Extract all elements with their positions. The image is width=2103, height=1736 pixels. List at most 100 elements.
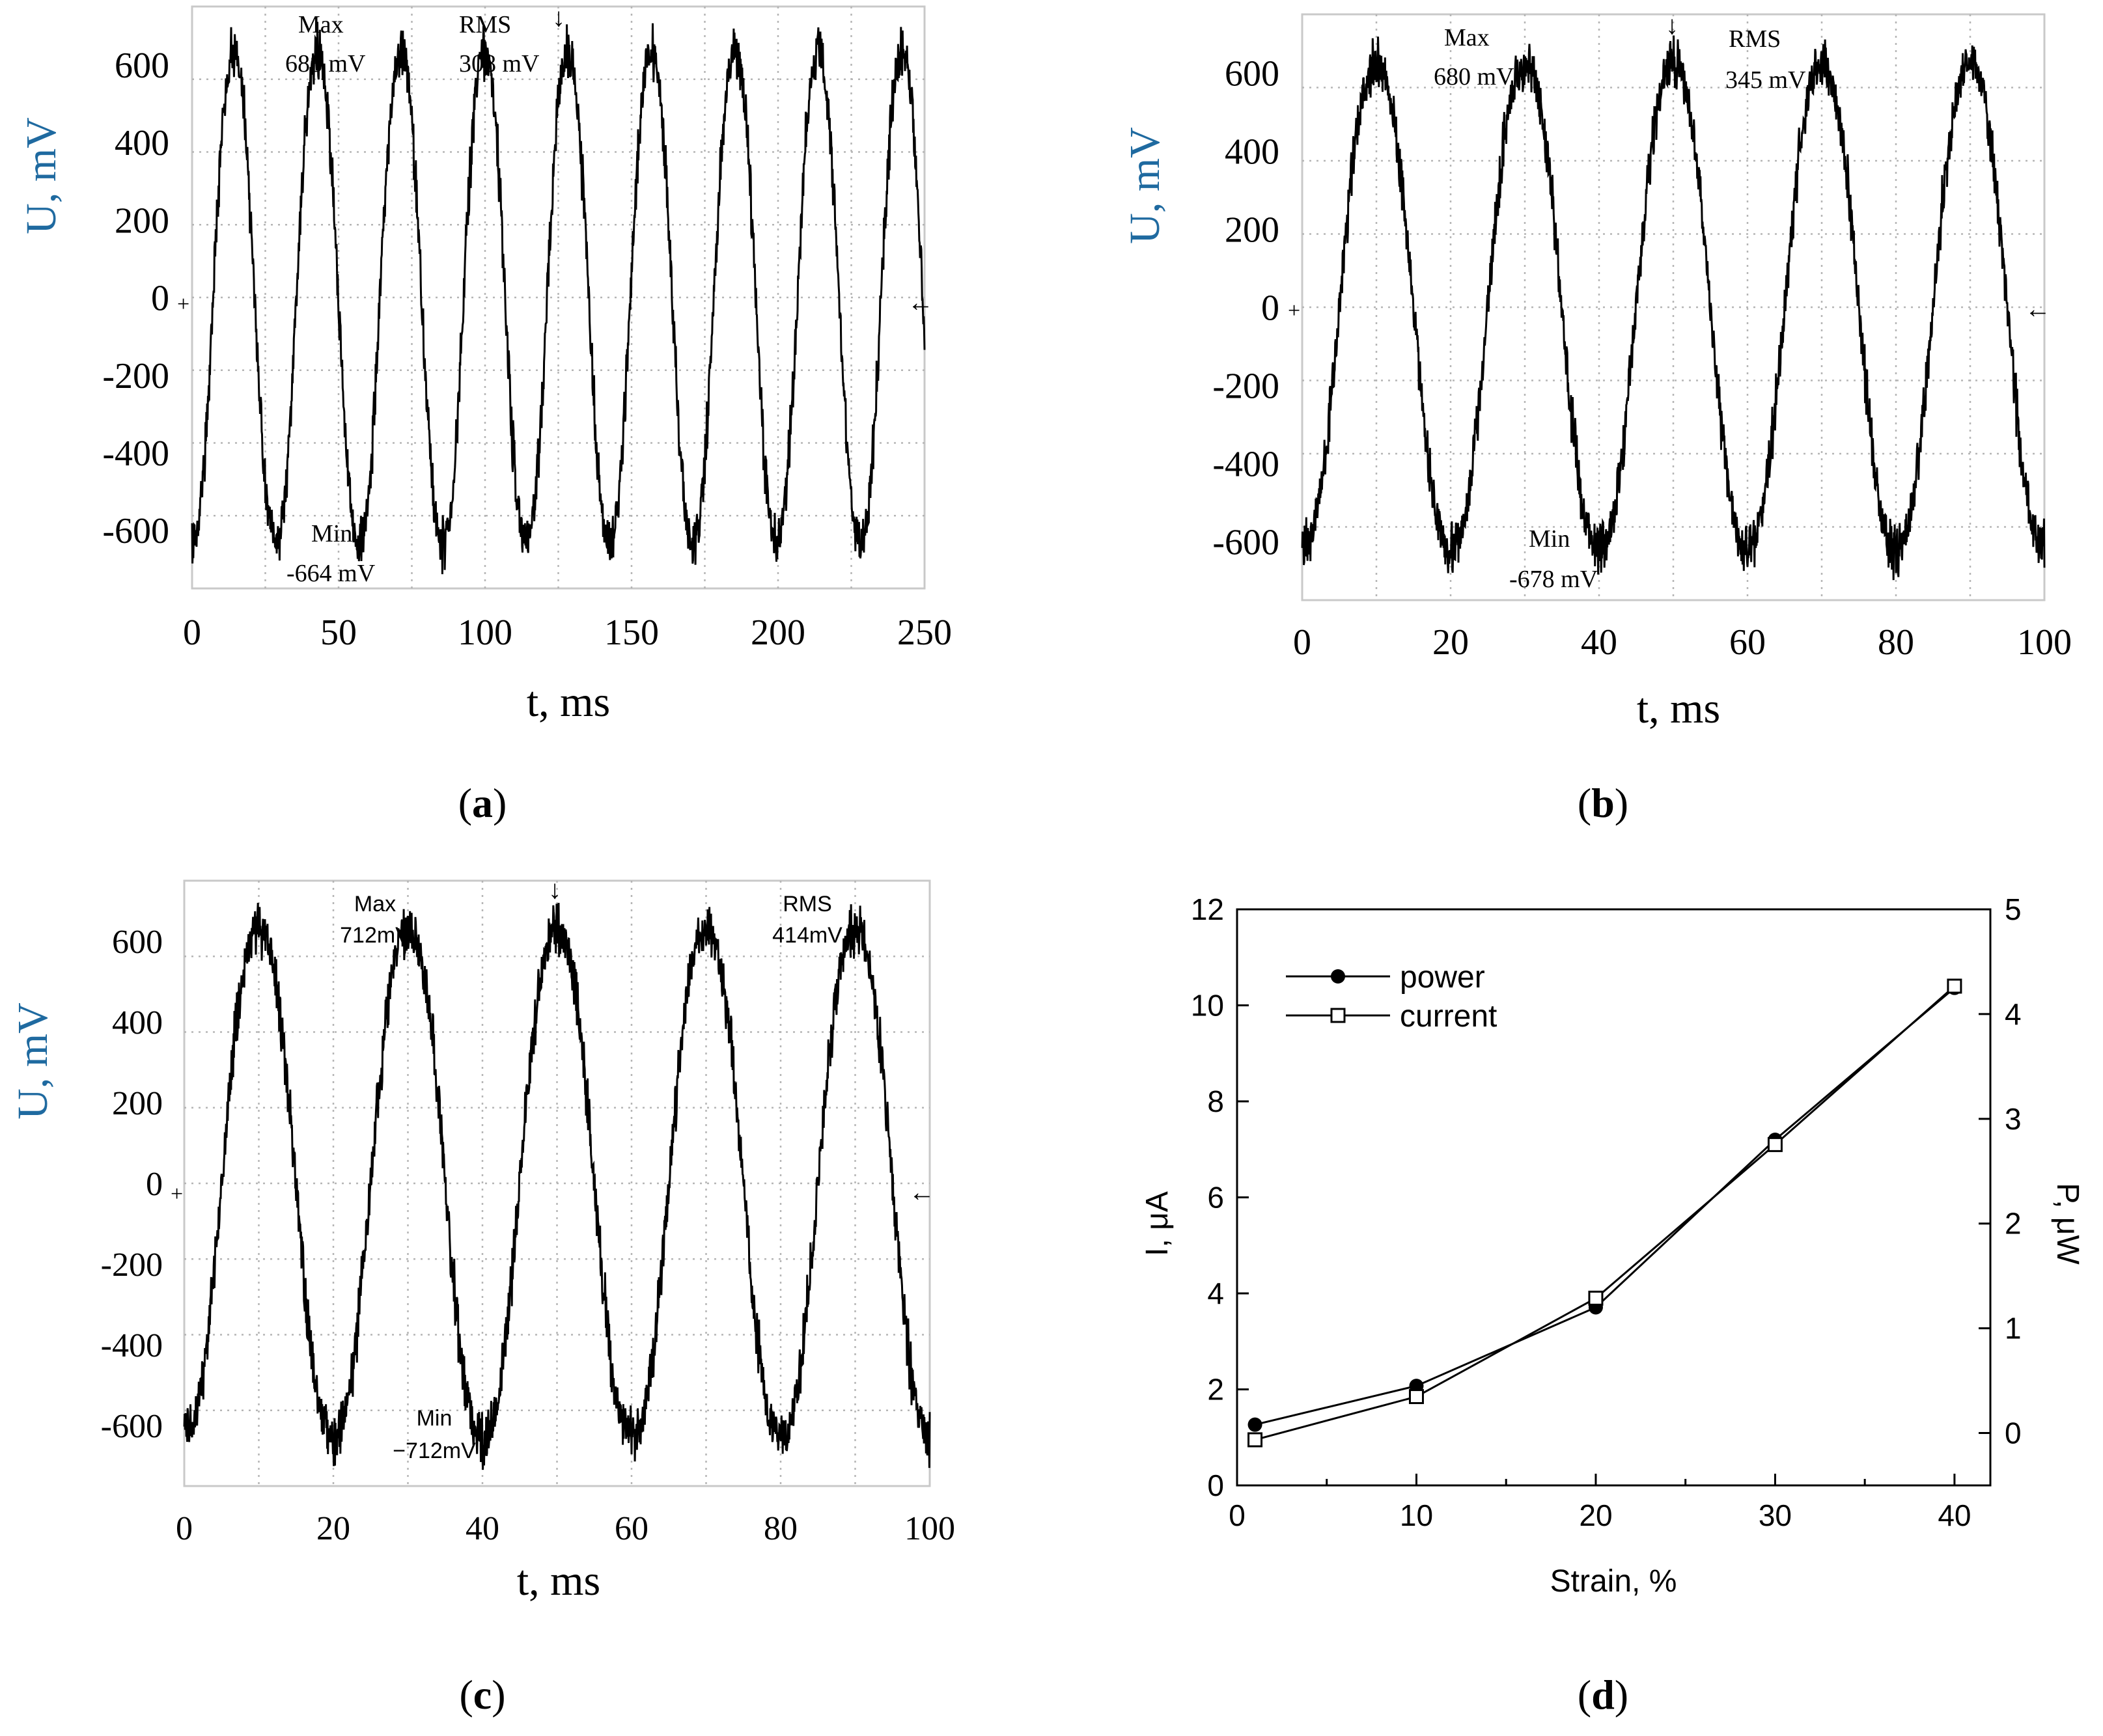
annotation-max-label: Max <box>298 11 344 38</box>
ytick-right-label: 0 <box>2005 1416 2022 1450</box>
ytick-label: 600 <box>112 924 163 961</box>
point-current <box>1588 1290 1604 1306</box>
annotation-max-label: Max <box>354 892 396 916</box>
xtick-label: 250 <box>897 613 952 653</box>
ytick-label: -200 <box>102 356 169 396</box>
xtick-label: 30 <box>1759 1498 1792 1532</box>
annotation-min-value: -678 mV <box>1509 566 1598 593</box>
annotation-min-label: Min <box>311 520 352 547</box>
signal-path <box>191 21 926 575</box>
zero-marker-right: ← <box>2025 294 2051 324</box>
xlabel: t, ms <box>1637 685 1720 732</box>
point-power <box>1247 1417 1262 1432</box>
ytick-right-label: 3 <box>2005 1102 2022 1136</box>
annotation-max-value: 712mV <box>340 923 410 948</box>
ytick-label: 0 <box>1207 1468 1224 1502</box>
annotation-min-label: Min <box>417 1406 453 1431</box>
xtick-label: 0 <box>183 613 201 653</box>
signal-trace <box>191 21 926 575</box>
series-line-current <box>1255 985 1955 1441</box>
xtick-label: 10 <box>1400 1498 1433 1532</box>
panel-caption-b: (b) <box>1578 780 1628 826</box>
ytick-label: 4 <box>1207 1276 1224 1310</box>
annotation-min-label: Min <box>1529 525 1570 553</box>
series-layer <box>1247 978 1962 1448</box>
ytick-label: -200 <box>1212 366 1279 407</box>
panel-caption-a: (a) <box>458 780 507 826</box>
ytick-label: 12 <box>1191 892 1224 926</box>
xtick-label: 20 <box>1432 622 1469 663</box>
xtick-label: 100 <box>2017 622 2072 663</box>
point-current <box>1408 1389 1424 1405</box>
point-current <box>1947 978 1962 994</box>
xtick-label: 80 <box>764 1510 798 1547</box>
ytick-label: -400 <box>101 1327 163 1364</box>
ytick-label: 2 <box>1207 1373 1224 1407</box>
xlabel: Strain, % <box>1550 1564 1677 1599</box>
ytick-label: 200 <box>1225 210 1279 251</box>
xtick-label: 40 <box>1581 622 1617 663</box>
xtick-label: 20 <box>316 1510 350 1547</box>
ytick-label: -600 <box>101 1408 163 1445</box>
ytick-label: 400 <box>1225 132 1279 172</box>
ytick-label: 400 <box>112 1004 163 1041</box>
ytick-right-label: 4 <box>2005 997 2022 1031</box>
xtick-label: 200 <box>751 613 805 653</box>
annotation-rms-value: 308 mV <box>459 50 540 77</box>
ytick-label: 0 <box>151 279 169 319</box>
zero-marker-left: + <box>1288 299 1300 323</box>
ytick-label: 400 <box>115 123 169 163</box>
legend: power current <box>1286 960 1497 1034</box>
annotation-rms-value: 345 mV <box>1725 66 1806 94</box>
annotation-min-value: -664 mV <box>286 560 376 587</box>
xlabel: t, ms <box>527 678 610 726</box>
xtick-label: 100 <box>904 1510 955 1547</box>
trigger-marker: ↓ <box>552 3 565 32</box>
annotation-rms-label: RMS <box>459 11 511 38</box>
xlabel: t, ms <box>517 1557 600 1605</box>
annotation-max-label: Max <box>1444 24 1490 51</box>
legend-marker-power <box>1331 969 1345 984</box>
xtick-label: 20 <box>1579 1498 1612 1532</box>
legend-label-power: power <box>1400 960 1485 995</box>
panel-b: 600 400 200 0 -200 -400 -600 0 20 40 60 80 100 + ← ↓… <box>1121 10 2072 826</box>
annotation-rms-label: RMS <box>1729 25 1781 53</box>
ytick-label: 600 <box>1225 54 1279 94</box>
legend-label-current: current <box>1400 999 1497 1034</box>
panel-c: 600 400 200 0 -200 -400 -600 0 20 40 60 80 100 + ← ↓… <box>9 875 955 1718</box>
panel-caption-d: (d) <box>1578 1672 1628 1718</box>
signal-path <box>1301 35 2046 581</box>
ytick-right-label: 1 <box>2005 1312 2022 1345</box>
point-current <box>1767 1137 1783 1152</box>
trigger-marker: ↓ <box>1665 10 1678 40</box>
ylabel: U, mV <box>18 117 65 234</box>
series-line-power <box>1255 987 1955 1426</box>
xtick-label: 60 <box>615 1510 648 1547</box>
ytick-label: -400 <box>102 434 169 474</box>
ytick-label: -200 <box>101 1247 163 1284</box>
legend-marker-current <box>1330 1008 1346 1023</box>
xtick-label: 80 <box>1878 622 1914 663</box>
xtick-label: 0 <box>176 1510 193 1547</box>
ylabel-left: I, μA <box>1140 1191 1175 1256</box>
tick-labels: 600 400 200 0 -200 -400 -600 0 50 100 150 200 250 <box>102 46 952 653</box>
ylabel: U, mV <box>1121 127 1169 244</box>
ytick-label: -400 <box>1212 445 1279 485</box>
signal-trace <box>1301 35 2046 581</box>
tick-labels: 600 400 200 0 -200 -400 -600 0 20 40 60 80 100 <box>101 924 955 1547</box>
xtick-label: 40 <box>466 1510 499 1547</box>
ytick-label: 6 <box>1207 1181 1224 1215</box>
tick-labels: 600 400 200 0 -200 -400 -600 0 20 40 60 80 100 <box>1212 54 2072 663</box>
xtick-label: 0 <box>1293 622 1311 663</box>
zero-marker-right: ← <box>909 1178 935 1207</box>
signal-trace <box>183 902 931 1470</box>
panel-caption-c: (c) <box>459 1672 505 1718</box>
annotation-min-value: −712mV <box>393 1439 476 1463</box>
zero-marker-left: + <box>171 1182 183 1206</box>
ytick-label: 8 <box>1207 1084 1224 1118</box>
annotation-max-value: 680 mV <box>1434 63 1514 90</box>
